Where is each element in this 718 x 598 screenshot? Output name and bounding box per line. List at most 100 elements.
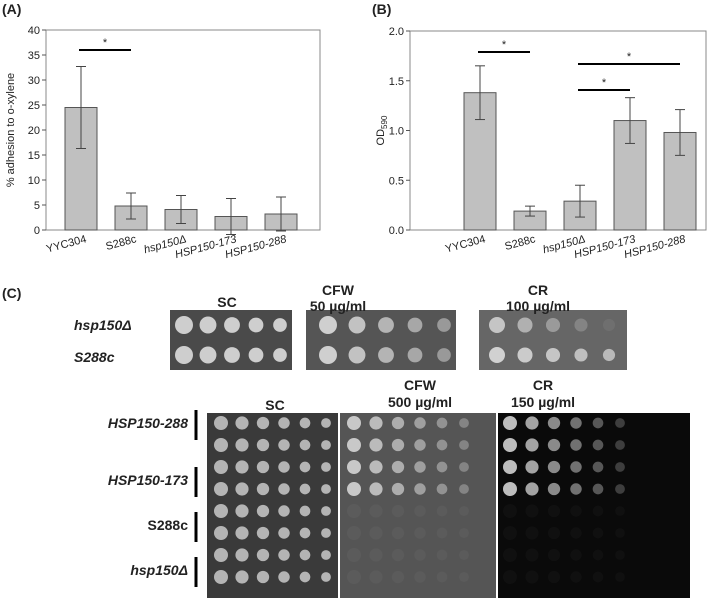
colony-spot bbox=[391, 438, 405, 452]
y-tick-label: 0.5 bbox=[389, 175, 404, 187]
colony-spot bbox=[273, 318, 287, 332]
colony-spot bbox=[503, 548, 517, 562]
colony-spot bbox=[615, 440, 625, 450]
colony-spot bbox=[378, 317, 394, 333]
colony-spot bbox=[437, 348, 451, 362]
plate-photo bbox=[207, 413, 338, 598]
colony-spot bbox=[592, 417, 604, 429]
strain-label: hsp150Δ bbox=[74, 317, 132, 333]
significance-star: * bbox=[502, 39, 507, 51]
colony-spot bbox=[414, 417, 426, 429]
colony-spot bbox=[278, 549, 290, 561]
colony-spot bbox=[347, 548, 361, 562]
y-tick-label: 1.0 bbox=[389, 126, 404, 138]
colony-spot bbox=[348, 346, 366, 364]
y-tick-label: 1.5 bbox=[389, 76, 404, 88]
colony-spot bbox=[235, 438, 249, 452]
colony-spot bbox=[459, 418, 469, 428]
colony-spot bbox=[459, 528, 469, 538]
colony-spot bbox=[347, 526, 361, 540]
colony-spot bbox=[235, 570, 249, 584]
plate-header: CR bbox=[528, 282, 548, 298]
colony-spot bbox=[347, 570, 361, 584]
colony-spot bbox=[391, 526, 405, 540]
y-tick-label: 0 bbox=[34, 225, 40, 237]
colony-spot bbox=[199, 316, 217, 334]
y-tick-label: 2.0 bbox=[389, 26, 404, 38]
colony-spot bbox=[548, 549, 560, 561]
bar bbox=[463, 92, 497, 231]
colony-spot bbox=[235, 504, 249, 518]
colony-spot bbox=[547, 438, 561, 452]
colony-spot bbox=[235, 482, 249, 496]
colony-spot bbox=[547, 460, 561, 474]
colony-spot bbox=[214, 504, 228, 518]
colony-spot bbox=[615, 418, 625, 428]
colony-spot bbox=[570, 549, 581, 560]
colony-spot bbox=[214, 438, 228, 452]
colony-spot bbox=[545, 347, 561, 363]
plate-header: CFW bbox=[404, 377, 437, 393]
colony-spot bbox=[548, 527, 560, 539]
colony-spot bbox=[414, 483, 426, 495]
colony-spot bbox=[525, 460, 539, 474]
y-tick-label: 25 bbox=[28, 100, 40, 112]
colony-spot bbox=[391, 570, 405, 584]
colony-spot bbox=[592, 483, 604, 495]
colony-spot bbox=[299, 483, 311, 495]
colony-spot bbox=[570, 439, 582, 451]
significance-star: * bbox=[627, 51, 632, 63]
colony-spot bbox=[391, 416, 405, 430]
plate-header: SC bbox=[265, 397, 284, 413]
colony-spot bbox=[321, 550, 331, 560]
colony-spot bbox=[348, 316, 366, 334]
colony-spot bbox=[256, 504, 270, 518]
plate-photo bbox=[498, 413, 690, 598]
colony-spot bbox=[525, 504, 538, 517]
y-label-sub: 590 bbox=[380, 115, 389, 129]
colony-spot bbox=[199, 346, 217, 364]
colony-spot bbox=[503, 504, 517, 518]
colony-spot bbox=[299, 505, 311, 517]
strain-label: HSP150-173 bbox=[108, 472, 188, 488]
colony-spot bbox=[407, 347, 423, 363]
colony-spot bbox=[278, 527, 290, 539]
colony-spot bbox=[299, 549, 311, 561]
colony-spot bbox=[459, 506, 469, 516]
colony-spot bbox=[525, 416, 539, 430]
colony-spot bbox=[278, 461, 290, 473]
colony-spot bbox=[592, 439, 604, 451]
significance-star: * bbox=[103, 37, 108, 49]
colony-spot bbox=[436, 417, 448, 429]
colony-spot bbox=[570, 417, 582, 429]
colony-spot bbox=[391, 548, 405, 562]
colony-spot bbox=[459, 462, 469, 472]
colony-spot bbox=[347, 416, 361, 430]
colony-spot bbox=[273, 348, 287, 362]
plate-header: 500 µg/ml bbox=[388, 394, 452, 410]
colony-spot bbox=[525, 526, 538, 539]
colony-spot bbox=[547, 482, 561, 496]
colony-spot bbox=[459, 550, 469, 560]
panel-label: (C) bbox=[2, 285, 21, 301]
colony-spot bbox=[321, 572, 331, 582]
colony-spot bbox=[256, 570, 270, 584]
colony-spot bbox=[256, 438, 270, 452]
colony-spot bbox=[503, 482, 517, 496]
colony-spot bbox=[214, 548, 228, 562]
x-tick-label: S288c bbox=[504, 233, 538, 253]
colony-spot bbox=[414, 549, 426, 561]
colony-spot bbox=[278, 571, 290, 583]
colony-spot bbox=[235, 548, 249, 562]
plot-frame bbox=[409, 30, 707, 231]
colony-spot bbox=[347, 482, 361, 496]
colony-spot bbox=[248, 317, 264, 333]
colony-spot bbox=[256, 548, 270, 562]
y-tick-label: 30 bbox=[28, 75, 40, 87]
colony-spot bbox=[503, 460, 517, 474]
colony-spot bbox=[214, 482, 228, 496]
colony-spot bbox=[503, 438, 517, 452]
colony-spot bbox=[175, 346, 193, 364]
